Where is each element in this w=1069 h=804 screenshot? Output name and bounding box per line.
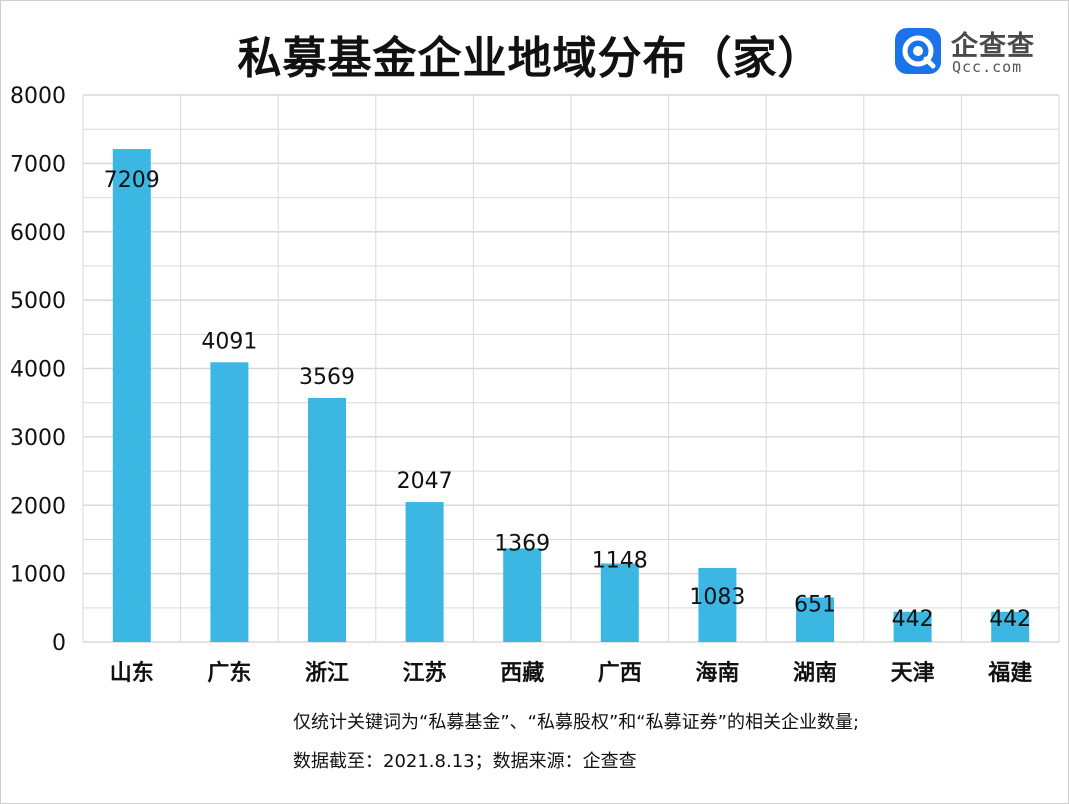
- bar: [210, 362, 249, 642]
- x-tick-label: 福建: [987, 661, 1032, 686]
- data-labels: 7209 4091 3569 2047 1369 1148 1083 651 442 442: [104, 168, 1031, 632]
- data-label: 442: [892, 607, 934, 632]
- bar: [796, 597, 834, 642]
- data-label: 651: [794, 592, 836, 617]
- y-tick-label: 8000: [10, 84, 66, 109]
- footnote-line-1: 仅统计关键词为“私募基金”、“私募股权”和“私募证券”的相关企业数量;: [293, 712, 860, 733]
- bar: [308, 397, 346, 642]
- grid-lines: [82, 94, 1060, 643]
- bar: [600, 563, 639, 642]
- data-label: 4091: [201, 329, 257, 354]
- data-label: 1369: [494, 531, 550, 556]
- y-axis-ticks: 0 1000 2000 3000 4000 5000 6000 7000 8000: [10, 84, 66, 656]
- x-axis-ticks: 山东 广东 浙江 江苏 西藏 广西 海南 湖南 天津 福建: [110, 660, 1032, 686]
- x-tick-label: 浙江: [305, 661, 349, 686]
- y-tick-label: 1000: [10, 563, 66, 588]
- x-tick-label: 西藏: [500, 661, 544, 686]
- data-label: 7209: [104, 168, 160, 193]
- bar: [893, 611, 932, 642]
- chart-title: 私募基金企业地域分布（家）: [237, 33, 823, 84]
- bar-chart: 0 1000 2000 3000 4000 5000 6000 7000 8000 7209 40…: [10, 84, 1060, 686]
- y-tick-label: 5000: [10, 289, 66, 314]
- bar: [991, 611, 1030, 642]
- x-tick-label: 广西: [598, 660, 642, 686]
- x-tick-label: 湖南: [793, 661, 837, 686]
- data-label: 1083: [689, 585, 745, 610]
- bars: [112, 149, 1030, 642]
- x-tick-label: 江苏: [403, 660, 447, 686]
- x-tick-label: 广东: [207, 660, 251, 686]
- bar: [405, 502, 444, 642]
- y-tick-label: 3000: [10, 426, 66, 451]
- bar: [112, 149, 151, 642]
- footnote-line-2: 数据截至：2021.8.13；数据来源：企查查: [293, 751, 637, 772]
- bar: [503, 548, 542, 642]
- logo-name: 企查查: [951, 31, 1035, 62]
- logo-url: Qcc.com: [952, 58, 1023, 76]
- y-tick-label: 7000: [10, 152, 66, 177]
- y-tick-label: 2000: [10, 494, 66, 519]
- y-tick-label: 4000: [10, 358, 66, 383]
- data-label: 2047: [397, 469, 453, 494]
- qcc-logo: 企查查 Qcc.com: [895, 28, 1055, 78]
- y-tick-label: 0: [52, 631, 66, 656]
- y-tick-label: 6000: [10, 221, 66, 246]
- data-label: 3569: [299, 365, 355, 390]
- data-label: 1148: [592, 549, 648, 574]
- x-tick-label: 山东: [110, 660, 154, 686]
- bar: [698, 567, 737, 642]
- x-tick-label: 海南: [695, 660, 739, 686]
- qcc-logo-icon: [895, 28, 941, 74]
- data-label: 442: [989, 607, 1031, 632]
- x-tick-label: 天津: [891, 660, 935, 686]
